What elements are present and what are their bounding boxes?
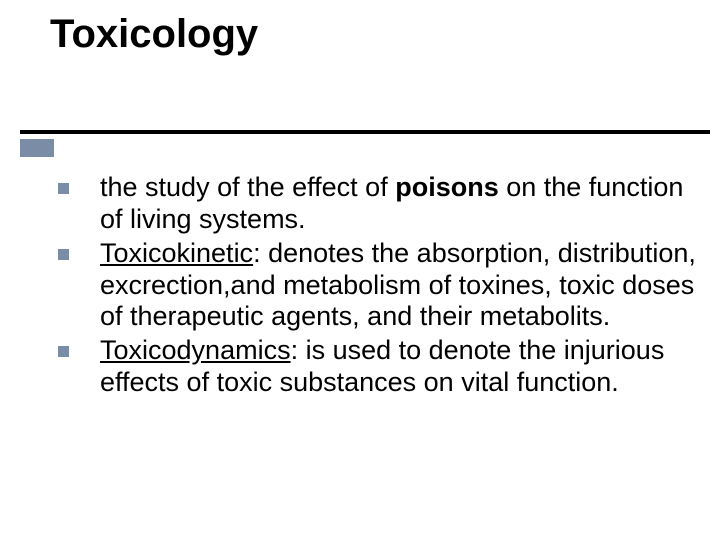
slide-title: Toxicology bbox=[50, 12, 690, 57]
slide: Toxicology the study of the effect of po… bbox=[0, 0, 720, 540]
title-area: Toxicology bbox=[50, 12, 690, 57]
divider-line bbox=[20, 130, 710, 134]
square-bullet-icon bbox=[58, 183, 69, 194]
list-item: Toxicokinetic: denotes the absorption, d… bbox=[58, 238, 696, 334]
bullet-text-underline: Toxicodynamics bbox=[100, 335, 291, 365]
bullet-text-underline: Toxicokinetic bbox=[100, 238, 253, 268]
list-item: the study of the effect of poisons on th… bbox=[58, 172, 696, 236]
bullet-list: the study of the effect of poisons on th… bbox=[58, 172, 696, 399]
bullet-text-bold: poisons bbox=[395, 172, 499, 202]
list-item: Toxicodynamics: is used to denote the in… bbox=[58, 335, 696, 399]
square-bullet-icon bbox=[58, 346, 69, 357]
body-area: the study of the effect of poisons on th… bbox=[58, 172, 696, 401]
square-bullet-icon bbox=[58, 249, 69, 260]
bullet-text-lead: the study of the effect of bbox=[100, 172, 395, 202]
accent-block bbox=[20, 139, 54, 157]
